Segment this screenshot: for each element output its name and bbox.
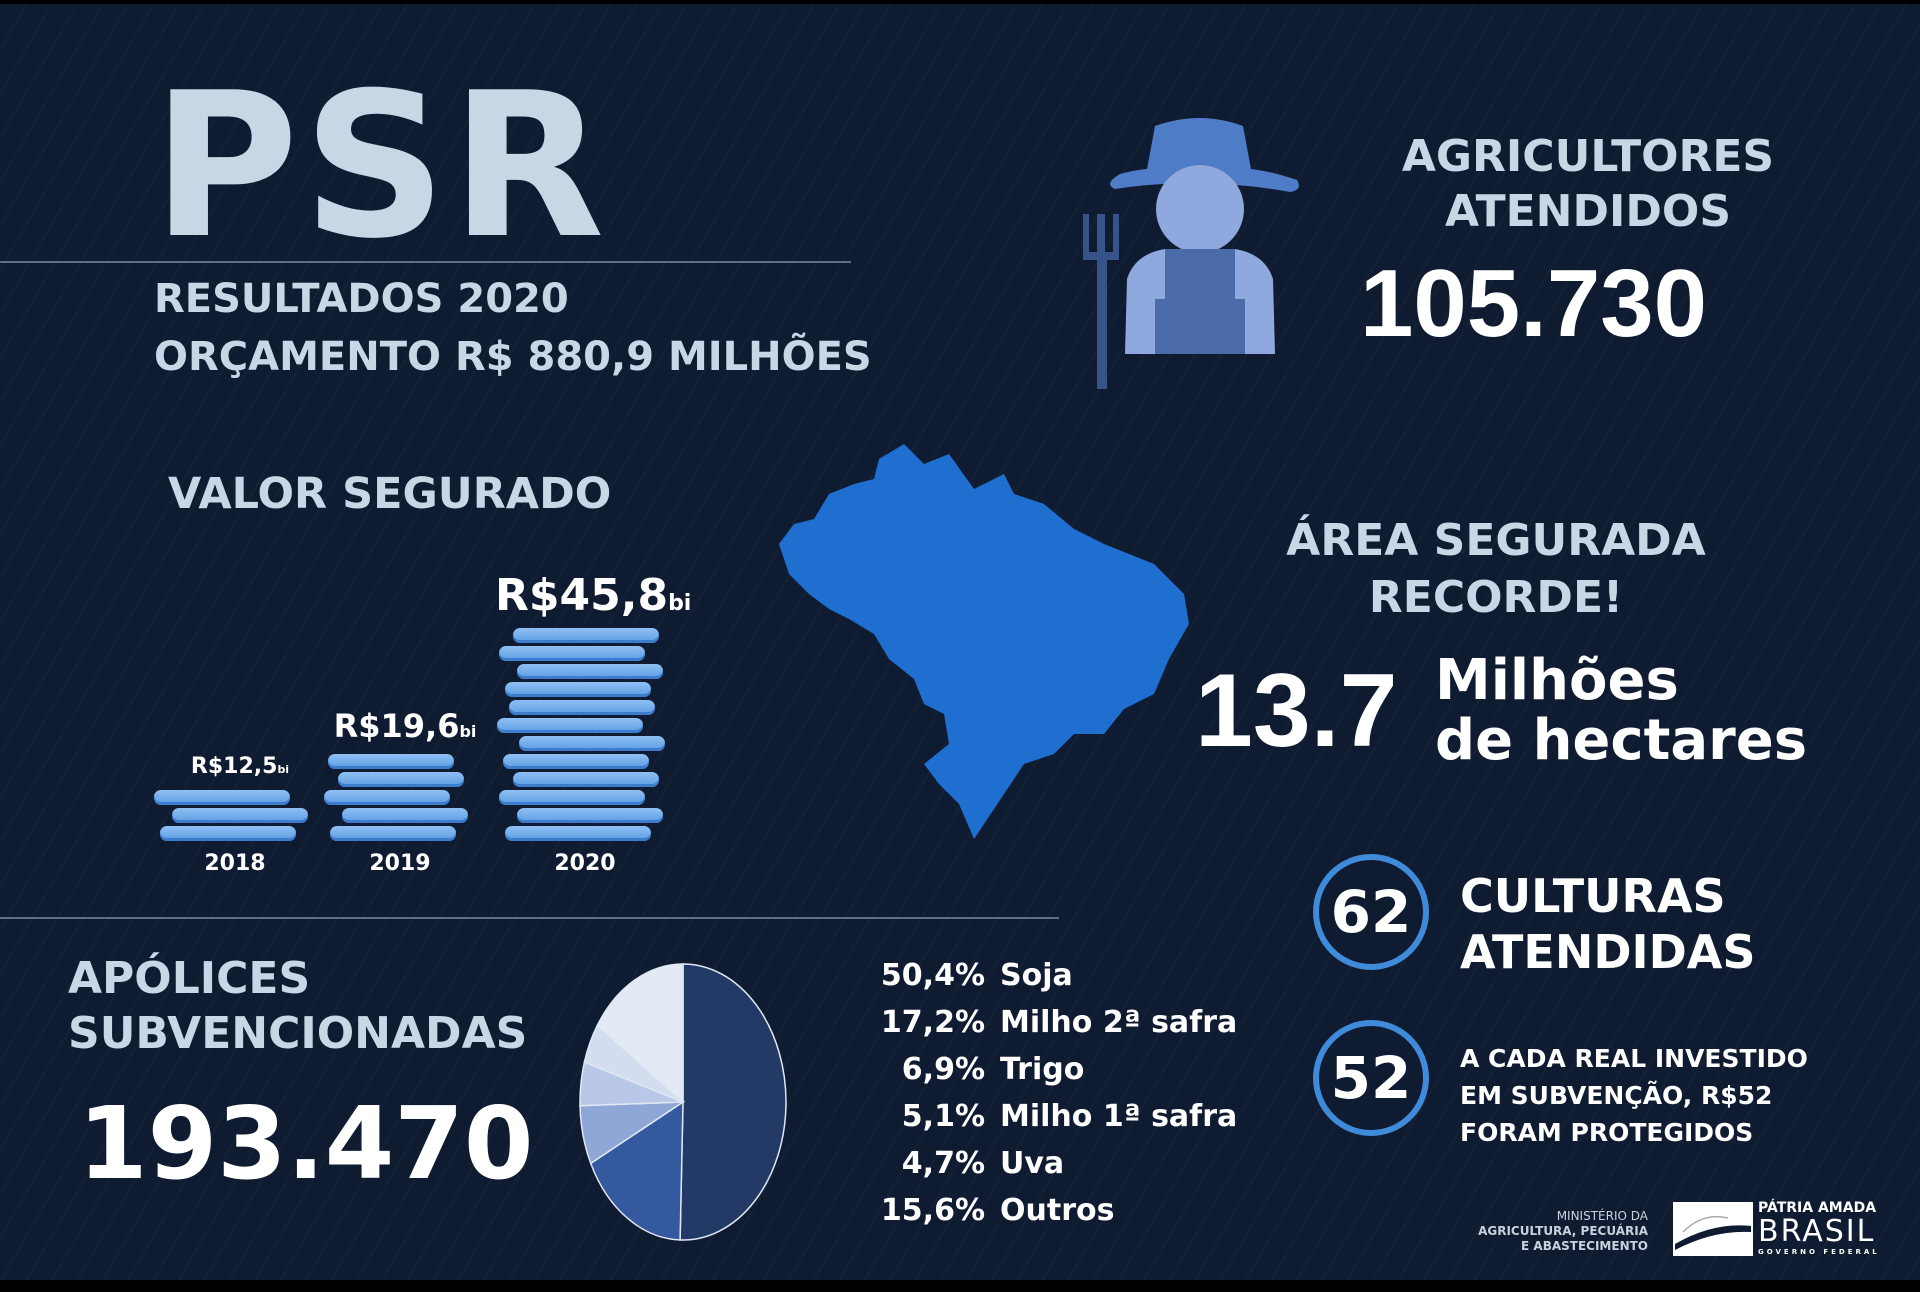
policies-value: 193.470	[78, 1085, 534, 1202]
bar-value: R$12,5	[190, 754, 278, 779]
bar-2018-coin	[160, 826, 296, 841]
area-unit-1: Milhões	[1435, 648, 1679, 713]
area-unit-2: de hectares	[1435, 708, 1808, 773]
farmer-icon	[1083, 118, 1299, 389]
brazil-map-icon	[779, 444, 1189, 839]
divider	[0, 917, 1059, 919]
return-line-1: A CADA REAL INVESTIDO	[1460, 1044, 1808, 1073]
bar-2020-coin	[513, 628, 659, 643]
bar-2020-coin	[505, 682, 651, 697]
bar-2020-coin	[499, 790, 645, 805]
insured-value-title: VALOR SEGURADO	[168, 469, 612, 519]
gov-line-2: BRASIL	[1758, 1214, 1876, 1249]
legend-label: Milho 2ª safra	[1000, 1005, 1238, 1040]
divider	[0, 261, 851, 263]
bar-2019-coin	[338, 772, 464, 787]
legend-percent: 50,4%	[880, 958, 985, 993]
ministry-logo: MINISTÉRIO DA AGRICULTURA, PECUÁRIA E AB…	[1470, 1209, 1648, 1254]
bar-value-label: R$19,6bi	[320, 708, 490, 750]
legend-percent: 4,7%	[901, 1146, 985, 1181]
subtitle-results: RESULTADOS 2020	[154, 276, 569, 322]
ministry-line: E ABASTECIMENTO	[1521, 1239, 1648, 1253]
bar-value-label: R$12,5bi	[150, 754, 330, 782]
subtitle-budget: ORÇAMENTO R$ 880,9 MILHÕES	[154, 334, 872, 380]
bar-2019-coin	[324, 790, 450, 805]
bar-year-label: 2020	[554, 851, 616, 876]
bar-2020-coin	[499, 646, 645, 661]
bar-year-label: 2019	[369, 851, 431, 876]
government-logo: PÁTRIA AMADA BRASIL GOVERNO FEDERAL	[1758, 1200, 1880, 1257]
bar-2020-coin	[509, 700, 655, 715]
return-badge: 52	[1313, 1020, 1431, 1138]
bar-2018-coin	[172, 808, 308, 823]
bar-2019-coin	[330, 826, 456, 841]
bar-2020-coin	[505, 826, 651, 841]
area-label-2: RECORDE!	[1368, 572, 1624, 623]
farmers-label-2: ATENDIDOS	[1444, 186, 1732, 237]
return-line-3: FORAM PROTEGIDOS	[1460, 1118, 1754, 1147]
bar-year-label: 2018	[204, 851, 266, 876]
policies-label-2: SUBVENCIONADAS	[68, 1008, 528, 1059]
brasil-flag-logo-icon	[1673, 1202, 1753, 1256]
bar-2019-coin	[342, 808, 468, 823]
bar-value-label: R$45,8bi	[495, 570, 691, 629]
bar-unit: bi	[668, 591, 692, 616]
gov-line-3: GOVERNO FEDERAL	[1758, 1248, 1880, 1256]
area-label-1: ÁREA SEGURADA	[1286, 515, 1706, 566]
pie-slice-outros	[596, 963, 684, 1104]
bar-value: R$19,6	[333, 707, 460, 745]
return-line-2: EM SUBVENÇÃO, R$52	[1460, 1081, 1773, 1110]
legend-percent: 15,6%	[880, 1193, 985, 1228]
legend-label: Trigo	[1000, 1052, 1085, 1087]
pie-slice-milho-2-safra	[589, 1100, 684, 1241]
farmers-value: 105.730	[1360, 250, 1708, 357]
bar-2020-coin	[503, 754, 649, 769]
bar-2020-coin	[519, 736, 665, 751]
bar-2020-coin	[513, 772, 659, 787]
bar-value: R$45,8	[495, 570, 669, 621]
legend-label: Outros	[1000, 1193, 1115, 1228]
bar-2020-coin	[517, 808, 663, 823]
crops-label-2: ATENDIDAS	[1460, 925, 1756, 979]
crops-badge: 62	[1313, 854, 1431, 972]
legend-label: Uva	[1000, 1146, 1065, 1181]
legend-label: Soja	[1000, 958, 1073, 993]
page-title: PSR	[152, 50, 609, 283]
farmers-label-1: AGRICULTORES	[1401, 131, 1775, 182]
legend-label: Milho 1ª safra	[1000, 1099, 1238, 1134]
crop-share-pie-chart	[579, 963, 787, 1241]
bar-2020-coin	[517, 664, 663, 679]
gov-line-1: PÁTRIA AMADA	[1758, 1200, 1877, 1216]
bar-2019-coin	[328, 754, 454, 769]
policies-label-1: APÓLICES	[68, 953, 311, 1004]
infographic: PSR RESULTADOS 2020 ORÇAMENTO R$ 880,9 M…	[0, 4, 1920, 1280]
ministry-line: MINISTÉRIO DA	[1556, 1209, 1648, 1223]
crops-label-1: CULTURAS	[1460, 869, 1726, 923]
bar-2020-coin	[497, 718, 643, 733]
legend-percent: 6,9%	[901, 1052, 985, 1087]
bar-2018-coin	[154, 790, 290, 805]
bar-unit: bi	[277, 763, 290, 776]
area-value: 13.7	[1195, 653, 1398, 769]
pie-slice-soja	[679, 963, 787, 1241]
ministry-line: AGRICULTURA, PECUÁRIA	[1478, 1224, 1648, 1238]
bar-unit: bi	[459, 722, 477, 741]
legend-percent: 17,2%	[880, 1005, 985, 1040]
legend-percent: 5,1%	[901, 1099, 985, 1134]
